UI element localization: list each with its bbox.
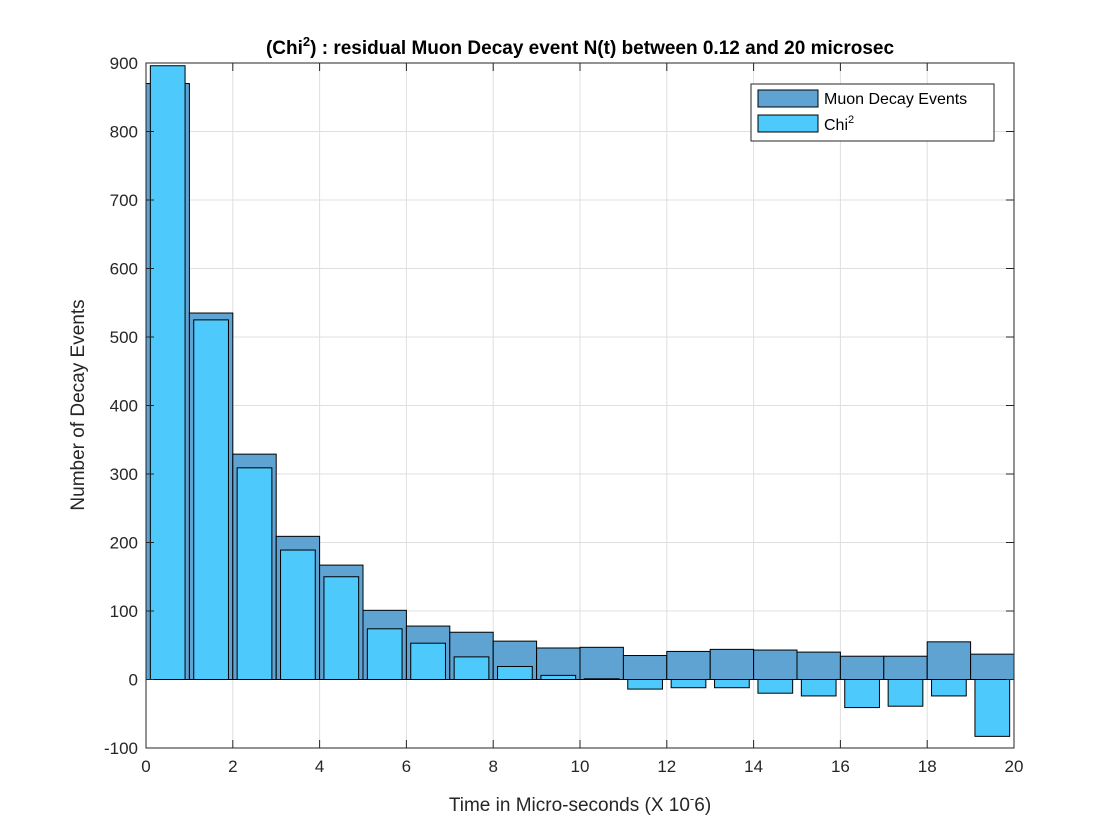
bar	[666, 650, 711, 680]
bar	[796, 651, 841, 680]
legend-swatch-chi2	[757, 114, 819, 133]
x-tick-label: 20	[1005, 757, 1024, 776]
y-tick-labels: -100 0 100 200 300 400 500 600 700 800 900	[104, 54, 138, 758]
y-tick-label: 900	[110, 54, 138, 73]
bar	[280, 549, 316, 680]
bar	[974, 679, 1011, 737]
x-tick-labels: 0 2 4 6 8 10 12 14 16 18 20	[141, 757, 1023, 776]
xlabel-superscript: -	[690, 791, 694, 806]
bar	[926, 641, 972, 681]
x-tick-label: 10	[571, 757, 590, 776]
bar	[366, 628, 403, 680]
y-tick-label: 500	[110, 328, 138, 347]
x-tick-label: 4	[315, 757, 324, 776]
x-tick-label: 12	[657, 757, 676, 776]
y-tick-label: 800	[110, 123, 138, 142]
bar	[757, 679, 794, 694]
bar	[622, 655, 668, 681]
x-tick-label: 2	[228, 757, 237, 776]
x-tick-label: 6	[402, 757, 411, 776]
bar	[753, 649, 798, 680]
y-tick-label: 100	[110, 602, 138, 621]
bar	[497, 665, 533, 680]
y-tick-label: -100	[104, 739, 138, 758]
y-tick-label: 200	[110, 534, 138, 553]
title-prefix: (Chi	[266, 38, 303, 59]
bar	[970, 653, 1015, 681]
bar	[323, 576, 360, 680]
legend: Muon Decay Events Chi2	[750, 83, 995, 142]
y-tick-label: 700	[110, 191, 138, 210]
bar	[844, 679, 880, 709]
y-axis-label: Number of Decay Events	[68, 299, 89, 510]
x-axis-label: Time in Micro-seconds (X 10-6)	[449, 791, 711, 816]
tick-marks	[145, 62, 1015, 749]
y-tick-label: 400	[110, 397, 138, 416]
bar	[887, 679, 924, 707]
chart-title: (Chi2) : residual Muon Decay event N(t) …	[266, 34, 895, 59]
x-tick-label: 18	[918, 757, 937, 776]
bar	[839, 655, 885, 681]
x-tick-label: 0	[141, 757, 150, 776]
bar	[540, 674, 577, 681]
bar	[714, 679, 750, 689]
bar	[883, 655, 928, 681]
y-tick-label: 300	[110, 465, 138, 484]
y-tick-label: 0	[129, 671, 138, 690]
bar	[236, 467, 273, 680]
title-superscript: 2	[303, 34, 310, 49]
bar	[670, 679, 707, 689]
bar	[579, 646, 624, 680]
xlabel-prefix: Time in Micro-seconds (X 10	[449, 795, 690, 816]
bar	[627, 679, 663, 690]
bar	[709, 648, 755, 680]
xlabel-suffix: 6)	[694, 795, 711, 816]
bar	[453, 656, 490, 681]
title-suffix: ) : residual Muon Decay event N(t) betwe…	[310, 38, 894, 59]
legend-label-chi2: Chi2	[824, 114, 854, 134]
x-tick-label: 14	[744, 757, 763, 776]
x-tick-label: 8	[488, 757, 497, 776]
bar	[193, 319, 229, 680]
bar	[800, 679, 837, 697]
legend-swatch-muon-decay-events	[757, 89, 819, 108]
bar	[931, 679, 967, 697]
y-tick-label: 600	[110, 260, 138, 279]
bar	[536, 647, 581, 680]
legend-label-muon-decay-events: Muon Decay Events	[824, 91, 967, 108]
bar	[149, 65, 186, 681]
bar	[410, 642, 446, 681]
x-tick-label: 16	[831, 757, 850, 776]
